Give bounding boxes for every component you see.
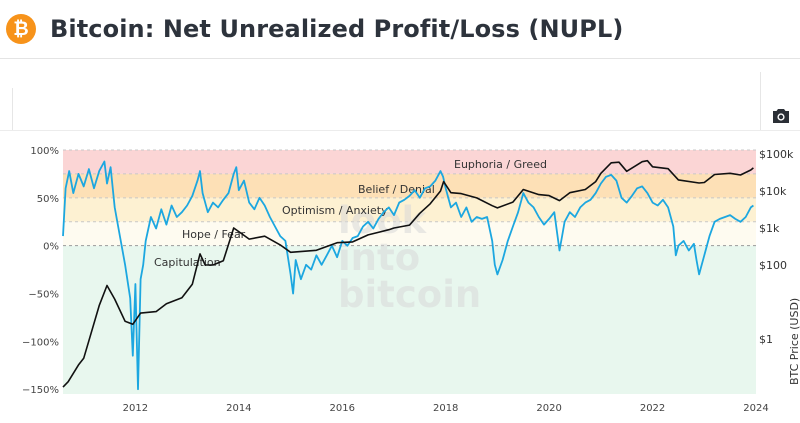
zone-label-euphoria: Euphoria / Greed — [454, 158, 547, 171]
left-tick-label: −150% — [22, 385, 59, 396]
x-tick-label: 2016 — [330, 403, 355, 414]
left-axis-ticks: 100% 50% 0% −50% −100% −150% — [22, 146, 59, 396]
x-axis-ticks: 2012 2014 2016 2018 2020 2022 2024 — [123, 403, 769, 414]
right-tick-label: $100k — [759, 148, 794, 161]
x-tick-label: 2020 — [536, 403, 561, 414]
right-tick-label: $1k — [759, 222, 780, 235]
zone-band-0 — [63, 150, 756, 174]
x-tick-label: 2024 — [743, 403, 768, 414]
x-tick-label: 2014 — [226, 403, 251, 414]
watermark: look into bitcoin — [338, 199, 481, 316]
zone-band-4 — [63, 245, 756, 394]
bitcoin-logo-icon: ₿ — [6, 14, 36, 44]
zone-label-hope: Hope / Fear — [182, 228, 246, 241]
zone-label-belief: Belief / Denial — [358, 183, 435, 196]
x-tick-label: 2012 — [123, 403, 148, 414]
left-tick-label: −50% — [28, 290, 59, 301]
left-tick-label: 100% — [30, 146, 59, 157]
header: ₿ Bitcoin: Net Unrealized Profit/Loss (N… — [0, 0, 800, 59]
watermark-line-2: into — [338, 236, 420, 279]
download-image-button[interactable] — [760, 72, 800, 130]
grid-lines — [63, 149, 756, 247]
camera-icon — [772, 109, 789, 123]
right-tick-label: $1 — [759, 333, 773, 346]
series-line-0 — [62, 160, 754, 391]
right-tick-label: $100 — [759, 259, 787, 272]
watermark-line-3: bitcoin — [338, 273, 481, 316]
zone-label-capitulation: Capitulation — [154, 256, 221, 269]
left-tick-label: 50% — [37, 194, 59, 205]
left-tick-label: 0% — [43, 242, 59, 253]
zone-bands — [63, 150, 756, 394]
zone-label-optimism: Optimism / Anxiety — [282, 204, 388, 217]
chart-toolbar — [0, 58, 800, 131]
zone-labels: Euphoria / Greed Belief / Denial Optimis… — [154, 158, 547, 269]
left-tick-label: −100% — [22, 337, 59, 348]
zone-band-3 — [63, 221, 756, 246]
page-title: Bitcoin: Net Unrealized Profit/Loss (NUP… — [50, 15, 624, 43]
right-tick-label: $10k — [759, 185, 787, 198]
x-tick-label: 2018 — [433, 403, 458, 414]
right-axis-title: BTC Price (USD) — [788, 298, 800, 385]
right-axis-ticks: $100k $10k $1k $100 $1 — [759, 148, 794, 346]
toolbar-divider — [0, 88, 13, 130]
nupl-chart: look into bitcoin Euphoria / Greed Belie… — [22, 146, 800, 414]
x-tick-label: 2022 — [640, 403, 665, 414]
series-line-1 — [62, 159, 754, 388]
series — [62, 159, 754, 391]
zone-band-1 — [63, 173, 756, 198]
